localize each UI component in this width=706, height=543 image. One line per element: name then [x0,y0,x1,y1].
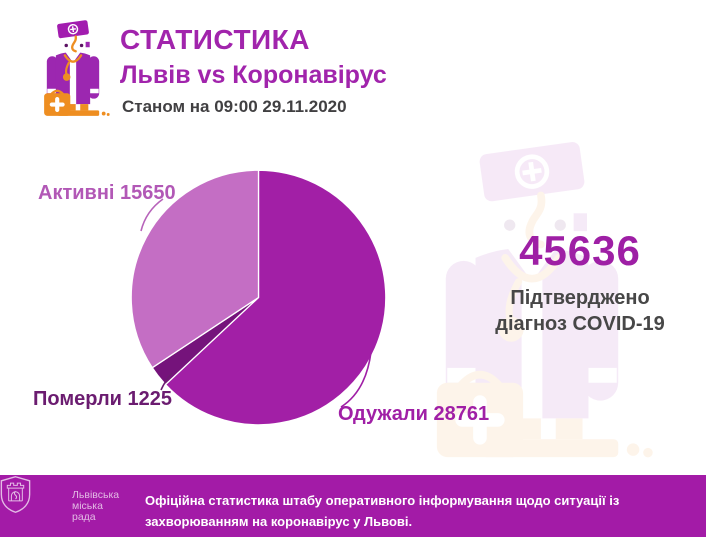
footer-description: Офіційна статистика штабу оперативного і… [145,493,620,529]
pie-chart [130,169,387,426]
coat-of-arms-icon [0,476,31,514]
page-subtitle: Львів vs Коронавірус [120,61,387,89]
label-deaths: Померли 1225 [33,388,173,410]
as-of-date: Станом на 09:00 29.11.2020 [122,97,347,116]
confirmed-caption-line2: діагноз COVID-19 [495,313,665,336]
footer-bar [0,475,706,537]
label-recovered: Одужали 28761 [338,403,490,425]
confirmed-total-number: 45636 [519,227,641,274]
confirmed-caption-line1: Підтверджено [510,287,650,309]
label-active-cases: Активні 15650 [38,182,176,204]
confirmed-caption: Підтверджено діагноз COVID-19 [468,285,692,338]
page-title: СТАТИСТИКА [120,24,310,55]
doctor-logo-icon [36,17,110,119]
pie-slice-recovered [164,169,387,426]
footer-logo-text: Львівська міська рада [72,489,120,524]
